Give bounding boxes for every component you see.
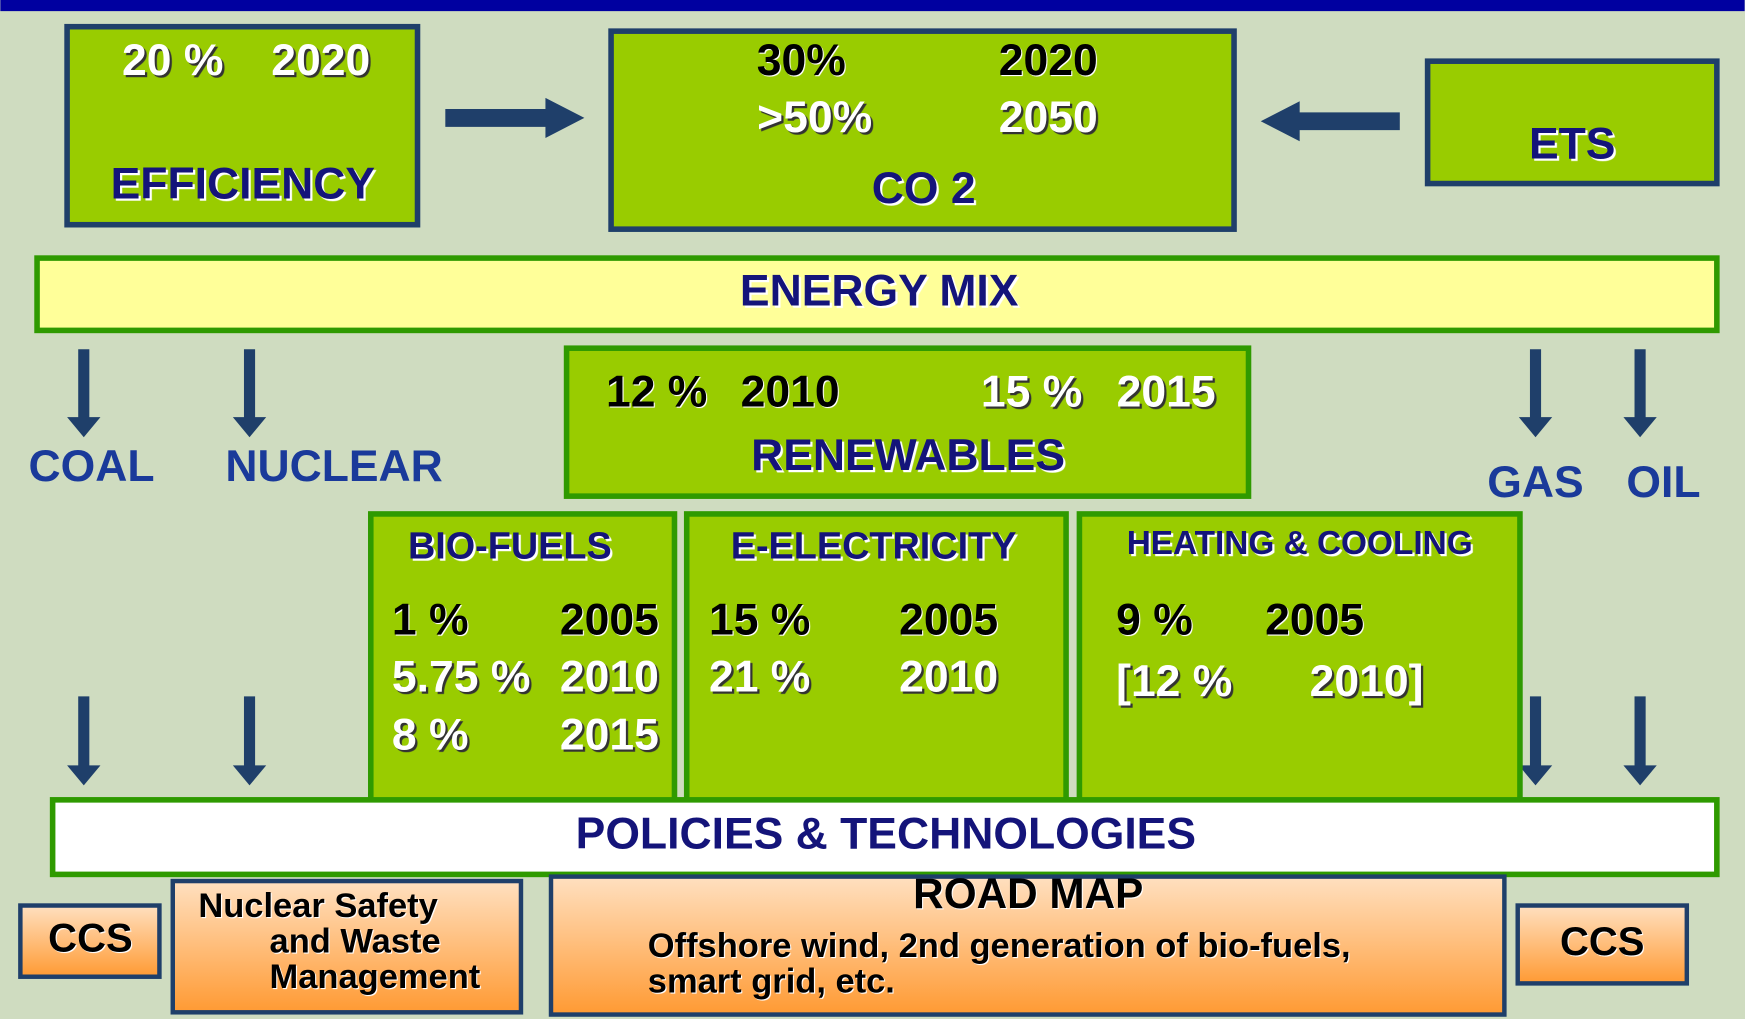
ccs-box	[18, 903, 162, 979]
efficiency-label: EFFICIENCY	[111, 160, 375, 209]
biofuels-pct: 8 %	[392, 710, 469, 759]
renewables-label: RENEWABLES	[751, 431, 1065, 480]
co2-year: 2050	[999, 93, 1098, 142]
biofuels-pct: 1 %	[392, 596, 469, 645]
top-bar	[0, 0, 1745, 12]
efficiency-box	[64, 23, 421, 228]
efficiency-year: 2020	[271, 36, 370, 85]
heating-year: 2005	[1265, 596, 1364, 645]
heating-title: HEATING & COOLING	[1127, 525, 1473, 562]
renewables-year: 2010	[741, 368, 840, 417]
arrow	[1518, 349, 1553, 438]
electricity-year: 2010	[899, 652, 998, 701]
down-arrows	[67, 349, 1657, 786]
arrow	[1623, 349, 1657, 438]
road-map-line: Offshore wind, 2nd generation of bio-fue…	[648, 927, 1351, 965]
heating-box	[1076, 511, 1523, 809]
nuclear-safety-box	[170, 878, 524, 1015]
energy-mix-bar	[34, 255, 1720, 334]
arrow	[232, 696, 267, 786]
heating-pct: 9 %	[1116, 596, 1193, 645]
electricity-title: E-ELECTRICITY	[731, 525, 1017, 567]
arrow	[67, 696, 101, 786]
source-label: NUCLEAR	[225, 442, 442, 491]
ets-box	[1424, 58, 1720, 187]
biofuels-year: 2005	[560, 596, 659, 645]
source-label: GAS	[1487, 458, 1583, 507]
ets-label: ETS	[1529, 120, 1616, 169]
nuclear-safety-line: and Waste	[270, 922, 441, 960]
road-map-title: ROAD MAP	[913, 870, 1143, 917]
arrow	[1518, 696, 1553, 786]
nuclear-safety-line: Nuclear Safety	[198, 887, 437, 925]
renewables-box	[563, 345, 1252, 499]
biofuels-year: 2015	[560, 710, 659, 759]
energy-mix-label: ENERGY MIX	[740, 266, 1019, 315]
biofuels-title: BIO-FUELS	[408, 525, 612, 567]
policies-label: POLICIES & TECHNOLOGIES	[576, 809, 1196, 858]
arrow	[67, 349, 101, 438]
renewables-year: 2015	[1117, 368, 1216, 417]
source-label: COAL	[29, 442, 155, 491]
ccs-label: CCS	[1560, 920, 1645, 964]
heating-year: 2010]	[1310, 657, 1424, 706]
co2-year: 2020	[999, 36, 1098, 85]
road-map-line: smart grid, etc.	[648, 963, 895, 1001]
ccs-label: CCS	[48, 917, 133, 961]
arrow	[232, 349, 267, 438]
arrow	[1260, 101, 1400, 142]
nuclear-safety-line: Management	[270, 958, 481, 996]
road-map-box	[548, 874, 1507, 1017]
electricity-pct: 21 %	[709, 652, 810, 701]
ccs-box	[1515, 903, 1690, 986]
biofuels-year: 2010	[560, 652, 659, 701]
electricity-pct: 15 %	[709, 596, 810, 645]
electricity-year: 2005	[899, 596, 998, 645]
efficiency-target: 20 %	[122, 36, 223, 85]
biofuels-pct: 5.75 %	[392, 652, 531, 701]
co2-box	[608, 28, 1237, 232]
renewables-pct: 12 %	[606, 368, 707, 417]
heating-pct: [12 %	[1116, 657, 1232, 706]
source-label: OIL	[1626, 458, 1700, 507]
arrow	[445, 97, 585, 138]
co2-pct: >50%	[757, 93, 872, 142]
co2-pct: 30%	[757, 36, 846, 85]
co2-label: CO 2	[872, 164, 976, 213]
arrow	[1623, 696, 1657, 786]
renewables-pct: 15 %	[981, 368, 1082, 417]
